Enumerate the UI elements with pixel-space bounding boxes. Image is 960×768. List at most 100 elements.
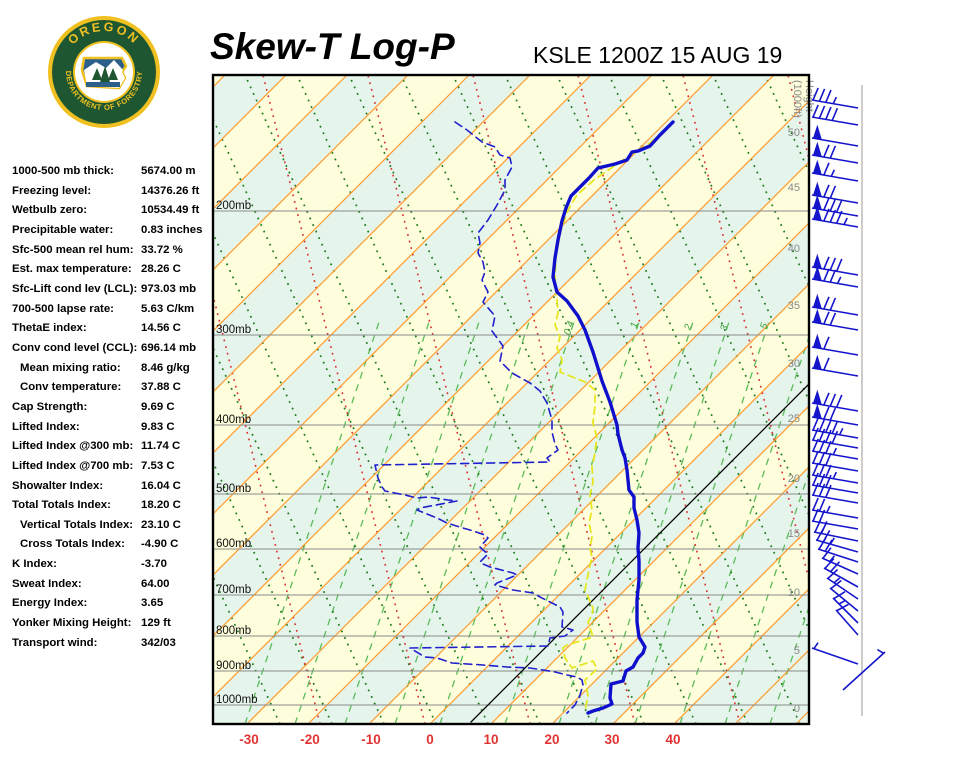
index-label: Lifted Index @700 mb: (12, 459, 134, 472)
index-row: 700-500 lapse rate: 5.63 C/km (12, 300, 212, 320)
odf-logo: OREGON DEPARTMENT OF FORESTRY (48, 16, 160, 128)
wind-barb (823, 558, 859, 588)
index-value: 342/03 (141, 636, 176, 649)
index-value: 10534.49 ft (141, 204, 200, 217)
wind-barb (811, 438, 859, 460)
index-label: Total Totals Index: (12, 499, 111, 512)
index-value: 14.56 C (141, 322, 181, 335)
index-value: -4.90 C (141, 538, 179, 551)
temp-tick-label: 20 (544, 732, 559, 747)
index-label: Conv cond level (CCL): (12, 341, 138, 354)
index-label: Transport wind: (12, 636, 98, 649)
index-row: Energy Index: 3.65 (12, 594, 212, 614)
index-value: 9.83 C (141, 420, 175, 433)
plot-border (211, 73, 811, 726)
pressure-label: 200mb (216, 200, 251, 212)
index-row: Total Totals Index: 18.20 C (12, 496, 212, 516)
logo-state-emblem (80, 56, 128, 90)
height-tick-label: 50 (788, 127, 800, 139)
index-label: Freezing level: (12, 184, 92, 197)
wind-barb (811, 482, 859, 504)
index-row: K Index: -3.70 (12, 555, 212, 575)
index-value: 9.69 C (141, 400, 175, 413)
index-row: Yonker Mixing Height: 129 ft (12, 614, 212, 634)
height-tick-label: 45 (788, 182, 800, 194)
index-row: Sweat Index: 64.00 (12, 575, 212, 595)
index-label: Lifted Index: (12, 420, 80, 433)
index-label: Vertical Totals Index: (20, 518, 134, 531)
pressure-label: 600mb (216, 538, 251, 550)
temp-tick-label: 0 (426, 732, 434, 747)
height-tick-label: 25 (788, 413, 800, 425)
wind-barb (811, 104, 859, 126)
wind-barb (811, 124, 859, 147)
index-row: Vertical Totals Index: 23.10 C (12, 516, 212, 536)
index-label: 700-500 lapse rate: (12, 302, 114, 315)
wind-barb (811, 159, 859, 182)
index-label: Energy Index: (12, 597, 88, 610)
height-tick-label: 10 (788, 587, 800, 599)
sounding-indices-panel: 1000-500 mb thick: 5674.00 m Freezing leve… (12, 162, 212, 653)
index-value: 7.53 C (141, 459, 175, 472)
index-row: Cap Strength: 9.69 C (12, 398, 212, 418)
index-label: Conv temperature: (20, 381, 122, 394)
station-datetime-title: KSLE 1200Z 15 AUG 19 (533, 42, 783, 68)
pressure-label: 800mb (216, 625, 251, 637)
height-tick-label: 35 (788, 300, 800, 312)
index-value: 973.03 mb (141, 282, 197, 295)
index-row: Est. max temperature: 28.26 C (12, 260, 212, 280)
height-tick-label: 40 (788, 243, 800, 255)
index-row: Sfc-500 mean rel hum: 33.72 % (12, 241, 212, 261)
index-value: 0.83 inches (141, 223, 203, 236)
index-label: Lifted Index @300 mb: (12, 440, 134, 453)
temperature-trace (551, 120, 675, 715)
wind-barb (821, 547, 859, 575)
index-label: Wetbulb zero: (12, 204, 88, 217)
wind-barb (811, 403, 859, 426)
wind-barb (811, 265, 859, 288)
index-value: 28.26 C (141, 263, 181, 276)
index-row: Lifted Index @700 mb: 7.53 C (12, 457, 212, 477)
index-label: 1000-500 mb thick: (12, 165, 114, 177)
index-row: Sfc-Lift cond lev (LCL): 973.03 mb (12, 280, 212, 300)
index-value: 64.00 (141, 577, 170, 590)
isotherms (213, 75, 809, 724)
index-row: 1000-500 mb thick: 5674.00 m (12, 162, 212, 182)
index-value: 129 ft (141, 617, 171, 630)
wind-barb (826, 568, 859, 600)
mixing-ratio-label: 5 (759, 321, 771, 330)
index-value: 16.04 C (141, 479, 181, 492)
wind-barb (811, 141, 859, 164)
height-tick-label: 15 (788, 528, 800, 540)
index-row: ThetaE index: 14.56 C (12, 319, 212, 339)
temp-tick-label: 40 (665, 732, 680, 747)
wind-barb (811, 389, 859, 412)
temp-tick-label: -20 (300, 732, 320, 747)
wind-barb (811, 497, 859, 519)
dewpoint-trace (374, 121, 584, 714)
wind-barb (811, 293, 859, 316)
index-label: Cross Totals Index: (20, 538, 125, 551)
height-axis-units: (1000ft) (791, 80, 803, 118)
index-row: Cross Totals Index: -4.90 C (12, 535, 212, 555)
index-row: Showalter Index: 16.04 C (12, 477, 212, 497)
height-tick-label: 20 (788, 473, 800, 485)
index-row: Lifted Index: 9.83 C (12, 418, 212, 438)
index-value: 8.46 g/kg (141, 361, 190, 374)
index-label: Sfc-Lift cond lev (LCL): (12, 282, 138, 295)
index-label: ThetaE index: (12, 322, 87, 335)
index-value: 11.74 C (141, 440, 181, 453)
index-value: -3.70 (141, 558, 167, 571)
index-row: Precipitable water: 0.83 inches (12, 221, 212, 241)
wind-barb (835, 603, 859, 636)
wind-barb (832, 590, 859, 624)
index-value: 33.72 % (141, 243, 183, 256)
wind-barb (811, 450, 859, 472)
height-tick-label: 0 (794, 703, 800, 715)
pressure-lines: 200mb 300mb 400mb 500mb 600mb 700mb 800mb 900mb… (213, 200, 809, 706)
wind-barb (811, 417, 859, 439)
pressure-label: 300mb (216, 324, 251, 336)
wind-barbs (811, 85, 886, 716)
